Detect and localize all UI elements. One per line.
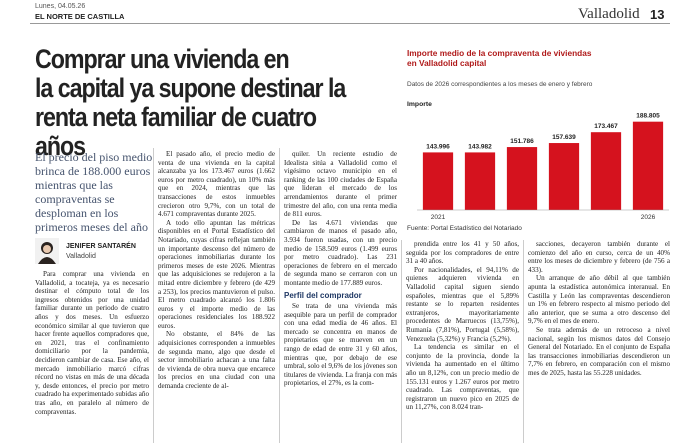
paragraph: Se trata de una vivienda más asequible p…	[284, 302, 397, 388]
paragraph: La tendencia es similar en el conjunto d…	[406, 343, 519, 412]
page-number: 13	[650, 7, 665, 22]
paragraph: prendida entre los 41 y 50 años, seguida…	[406, 240, 519, 266]
column: prendida entre los 41 y 50 años, seguida…	[406, 240, 519, 443]
paragraph: El pasado año, el precio medio de venta …	[158, 150, 275, 219]
chart-subtitle: Datos de 2026 correspondientes a los mes…	[407, 81, 593, 88]
bar	[632, 121, 664, 210]
author-photo	[35, 238, 59, 264]
value-label: 173.467	[594, 123, 618, 130]
paragraph: quiler. Un reciente estudio de Idealista…	[284, 150, 397, 219]
column: El pasado año, el precio medio de venta …	[158, 150, 275, 443]
author-name: JENIFER SANTARÉN	[66, 243, 136, 250]
chart-source: Fuente: Portal Estadístico del Notariado	[407, 225, 522, 232]
column: Para comprar una vivienda en Valladolid,…	[35, 270, 149, 443]
column: quiler. Un reciente estudio de Idealista…	[284, 150, 397, 443]
y-axis-label: Importe	[407, 101, 432, 108]
headline-line: Comprar una vivienda en	[35, 44, 290, 74]
lead: El precio del piso medio brinca de 188.0…	[35, 150, 153, 234]
paragraph: Para comprar una vivienda en Valladolid,…	[35, 270, 149, 416]
headline-line: renta neta familiar de cuatro años	[35, 102, 317, 161]
bar	[506, 147, 538, 210]
paragraph: A todo ello apuntan las métricas disponi…	[158, 218, 275, 330]
paragraph: No obstante, el 84% de las adquisiciones…	[158, 330, 275, 391]
value-label: 143.996	[426, 143, 450, 150]
value-label: 188.805	[636, 113, 660, 120]
bar	[548, 143, 580, 210]
headline: Comprar una vivienda en la capital ya su…	[35, 45, 353, 161]
column-rule	[401, 240, 402, 443]
column-rule	[523, 240, 524, 443]
header-rule	[30, 23, 670, 24]
column-rule	[279, 148, 280, 443]
paragraph: Por nacionalidades, el 94,11% de quienes…	[406, 265, 519, 343]
paragraph: Se trata además de un retroceso a nivel …	[528, 325, 670, 377]
x-tick-label: 2026	[641, 214, 656, 221]
subheading: Perfil del comprador	[284, 290, 362, 300]
value-label: 143.982	[468, 143, 492, 150]
x-tick-label: 2021	[431, 214, 446, 221]
date: Lunes, 04.05.26	[35, 3, 86, 10]
value-label: 157.639	[552, 134, 576, 141]
paragraph: sacciones, decayeron también durante el …	[528, 240, 670, 274]
bar	[464, 152, 496, 210]
value-label: 151.786	[510, 138, 534, 145]
paragraph: De las 4.671 viviendas que cambiaron de …	[284, 218, 397, 287]
headline-line: la capital ya supone destinar la	[35, 73, 346, 103]
newspaper: EL NORTE DE CASTILLA	[35, 12, 125, 21]
section: Valladolid	[578, 6, 640, 22]
paragraph: Un arranque de año débil al que también …	[528, 274, 670, 326]
chart-title: Importe medio de la compraventa de vivie…	[407, 48, 592, 68]
author-location: Valladolid	[66, 253, 96, 260]
column-rule	[153, 148, 154, 443]
chart: Importe medio de la compraventa de vivie…	[407, 48, 669, 232]
bar	[590, 132, 622, 210]
column: sacciones, decayeron también durante el …	[528, 240, 670, 443]
bar	[422, 152, 454, 210]
